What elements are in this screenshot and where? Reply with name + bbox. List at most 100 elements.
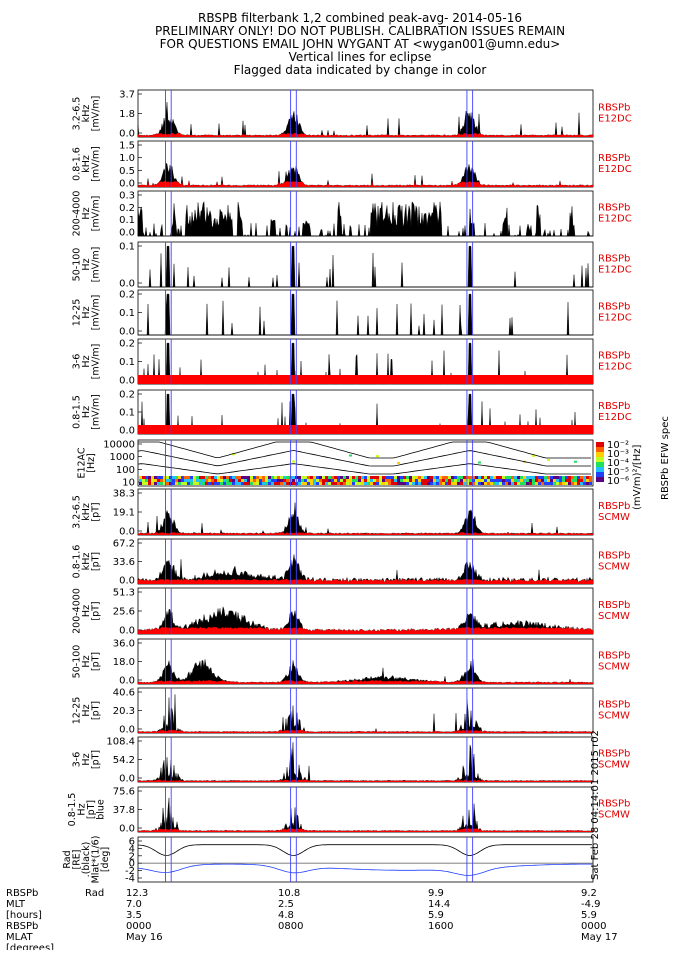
- spec-cell: [496, 476, 499, 479]
- spec-cell: [274, 482, 277, 485]
- ylabel-line: [pT]: [91, 601, 102, 620]
- y-tick-label: 0.5: [119, 166, 135, 177]
- spec-cell: [469, 482, 472, 485]
- spec-cell: [472, 479, 475, 482]
- y-tick-label: 0.0: [119, 179, 135, 190]
- y-tick-label: 10000: [103, 440, 135, 451]
- spec-cell: [205, 476, 208, 479]
- panel-frame: [137, 488, 594, 536]
- spec-cell: [325, 476, 328, 479]
- spec-cell: [463, 482, 466, 485]
- spec-cell: [535, 482, 538, 485]
- ylabel-line: [pT]: [91, 502, 102, 521]
- panel-data: [138, 393, 593, 435]
- spec-cell: [505, 476, 508, 479]
- spec-cell: [448, 479, 451, 482]
- spec-cell: [337, 476, 340, 479]
- spec-cell: [538, 482, 541, 485]
- spec-cell: [316, 482, 319, 485]
- spec-cell: [349, 479, 352, 482]
- flagged-trace: [138, 532, 593, 535]
- ylabel-line: E12AC: [76, 447, 87, 478]
- spec-cell: [352, 479, 355, 482]
- gyro-line: [138, 441, 591, 459]
- spec-cell: [310, 479, 313, 482]
- ylabel-line: [mV/m]: [91, 196, 102, 232]
- panel-tag: RBSPb: [598, 600, 630, 611]
- spec-cell: [169, 482, 172, 485]
- ylabel-line: 0.8-1.5: [67, 793, 78, 827]
- y-tick-label: 1000: [110, 452, 135, 463]
- spec-cell: [571, 482, 574, 485]
- spec-cell: [451, 476, 454, 479]
- ylabel-line: Hz: [81, 655, 92, 667]
- spec-cell: [220, 482, 223, 485]
- spec-cell: [247, 479, 250, 482]
- y-tick-label: 0.0: [119, 824, 135, 835]
- spec-cell: [151, 482, 154, 485]
- spec-cell: [562, 479, 565, 482]
- spec-cell: [472, 476, 475, 479]
- spec-cell: [163, 479, 166, 482]
- spec-cell: [370, 476, 373, 479]
- spec-cell: [523, 482, 526, 485]
- data-trace: [138, 246, 593, 288]
- spec-cell: [175, 482, 178, 485]
- panel-frame: [137, 687, 594, 734]
- spec-cell: [268, 479, 271, 482]
- y-tick-label: -2: [125, 866, 135, 877]
- spec-cell: [559, 482, 562, 485]
- panel-tag: RBSPb: [598, 203, 630, 214]
- spec-cell: [448, 482, 451, 485]
- spec-cell: [244, 482, 247, 485]
- spec-cell: [397, 479, 400, 482]
- spec-cell: [310, 482, 313, 485]
- spec-cell: [433, 482, 436, 485]
- spec-cell: [379, 482, 382, 485]
- spec-cell: [556, 476, 559, 479]
- spec-cell: [361, 479, 364, 482]
- spec-cell: [565, 482, 568, 485]
- spec-cell: [553, 482, 556, 485]
- ylabel-line: Hz: [81, 207, 92, 219]
- spec-cell: [322, 479, 325, 482]
- spec-cell: [517, 479, 520, 482]
- spec-cell: [190, 479, 193, 482]
- spec-cell: [217, 479, 220, 482]
- spec-cell: [250, 479, 253, 482]
- panel-frame: [137, 786, 594, 833]
- x-axis-block: RBSPb Rad 12.3 10.8 9.9 9.2 MLT 7.0 2.5 14.4 -4.9 […: [6, 888, 618, 954]
- spec-cell: [424, 479, 427, 482]
- spec-cell: [436, 482, 439, 485]
- spec-cell: [205, 482, 208, 485]
- spec-cell: [454, 482, 457, 485]
- spec-cell: [361, 476, 364, 479]
- spec-cell: [154, 476, 157, 479]
- xaxis-value: 10.8: [278, 888, 300, 899]
- ylabel-line: kHz: [81, 155, 92, 173]
- spec-cell: [223, 479, 226, 482]
- flagged-band: [138, 425, 593, 434]
- ylabel-line: [pT]: [91, 701, 102, 720]
- xaxis-value: -4.9: [581, 899, 601, 910]
- y-tick-label: 37.8: [113, 805, 135, 816]
- ylabel-line: [mV/m]: [91, 344, 102, 380]
- ylabel-line: [mV/m]: [91, 146, 102, 182]
- panel-frame: [137, 289, 594, 336]
- panel-data: [137, 659, 594, 685]
- spec-cell: [253, 479, 256, 482]
- spec-cell: [229, 476, 232, 479]
- spec-cell: [340, 476, 343, 479]
- xaxis-value: 2.5: [278, 899, 294, 910]
- spec-cell: [352, 482, 355, 485]
- spec-cell: [358, 476, 361, 479]
- spec-cell: [544, 476, 547, 479]
- spec-cell: [460, 476, 463, 479]
- spec-cell: [442, 479, 445, 482]
- spec-cell: [292, 460, 295, 463]
- panel-data: [138, 293, 593, 336]
- spec-cell: [205, 479, 208, 482]
